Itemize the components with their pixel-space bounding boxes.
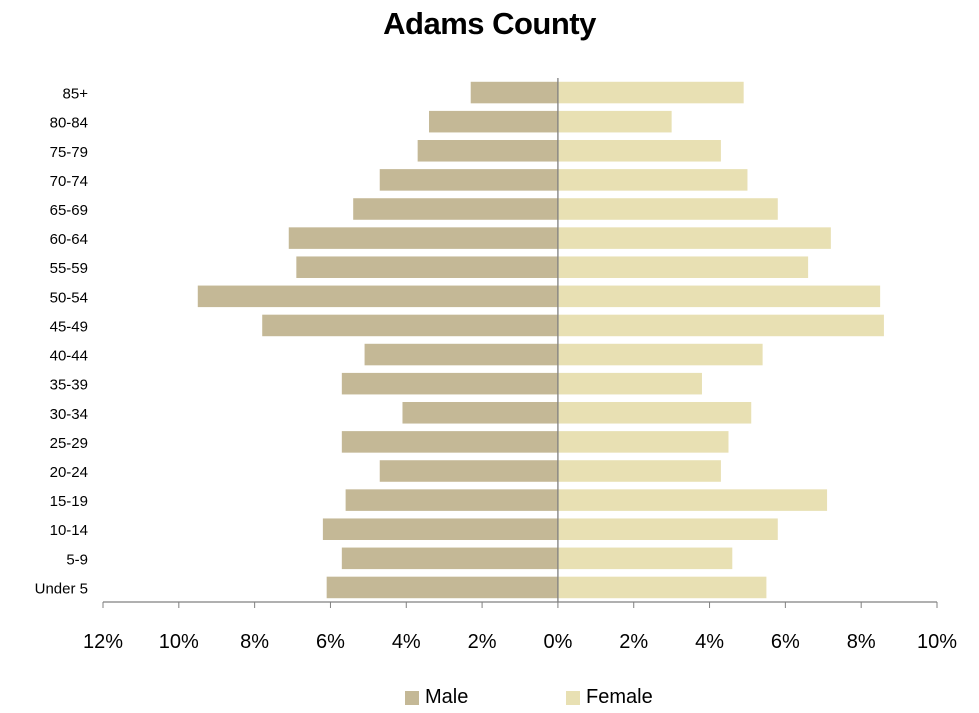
bar-female-25-29 [557, 431, 729, 453]
bar-female-20-24 [557, 460, 721, 482]
bar-female-60-64 [557, 227, 831, 249]
bar-male-20-24 [379, 460, 558, 482]
category-label: 85+ [63, 86, 89, 103]
category-label: 65-69 [50, 202, 88, 219]
legend-item-male: Male [405, 686, 468, 709]
x-tick-label: 2% [468, 631, 497, 653]
legend-label-female: Female [586, 686, 653, 708]
x-tick-label: 4% [695, 631, 724, 653]
x-tick-label: 6% [771, 631, 800, 653]
category-label: 25-29 [50, 435, 88, 452]
bar-male-55-59 [296, 256, 558, 278]
x-tick-label: 10% [917, 631, 957, 653]
x-tick-label: 8% [847, 631, 876, 653]
category-label: 45-49 [50, 318, 88, 335]
category-label: 5-9 [66, 551, 88, 568]
category-label: 60-64 [50, 231, 88, 248]
bar-female-15-19 [557, 489, 828, 511]
category-label: 70-74 [50, 173, 88, 190]
legend-swatch-female [566, 690, 580, 705]
category-label: 75-79 [50, 144, 88, 161]
bar-male-5-9 [341, 547, 558, 570]
category-label: 80-84 [50, 115, 88, 132]
bar-female-65-69 [557, 198, 778, 220]
category-label: 10-14 [50, 522, 88, 539]
category-label: 35-39 [50, 377, 88, 394]
bar-male-25-29 [341, 431, 558, 453]
legend-label-male: Male [425, 686, 469, 708]
bar-male-70-74 [379, 169, 558, 191]
category-label: 55-59 [50, 260, 88, 277]
bar-female-70-74 [557, 169, 748, 191]
x-tick-label: 10% [159, 631, 199, 653]
x-tick-label: 0% [543, 631, 572, 653]
category-label: 15-19 [50, 493, 88, 510]
x-tick-label: 8% [240, 631, 269, 653]
bar-male-15-19 [345, 489, 558, 511]
bar-female-85+ [557, 81, 744, 104]
bar-female-75-79 [557, 140, 721, 162]
legend-item-female: Female [566, 686, 653, 709]
bar-female-50-54 [557, 285, 881, 308]
legend-swatch-male [405, 690, 419, 705]
category-label: Under 5 [35, 580, 88, 597]
bar-male-under-5 [326, 576, 558, 599]
bar-female-under-5 [557, 576, 767, 599]
bar-female-35-39 [557, 372, 702, 395]
bar-female-80-84 [557, 110, 672, 133]
bar-male-10-14 [322, 518, 558, 540]
category-label: 40-44 [50, 348, 88, 365]
bar-female-30-34 [557, 402, 752, 424]
bar-male-75-79 [417, 140, 558, 162]
bar-male-35-39 [341, 372, 558, 395]
x-tick-label: 2% [619, 631, 648, 653]
bar-male-60-64 [288, 227, 558, 249]
category-label: 30-34 [50, 406, 88, 423]
x-tick-label: 4% [392, 631, 421, 653]
bar-male-30-34 [402, 402, 558, 424]
bar-male-45-49 [262, 314, 558, 337]
bar-female-10-14 [557, 518, 778, 540]
category-label: 20-24 [50, 464, 88, 481]
x-tick-label: 12% [83, 631, 123, 653]
bar-male-80-84 [429, 110, 558, 133]
category-label: 50-54 [50, 289, 88, 306]
bar-male-85+ [470, 81, 558, 104]
chart-title: Adams County [383, 6, 596, 41]
bar-male-40-44 [364, 343, 558, 366]
bar-female-45-49 [557, 314, 884, 337]
x-tick-label: 6% [316, 631, 345, 653]
bar-female-5-9 [557, 547, 733, 570]
legend: Male Female [0, 686, 979, 710]
bar-male-50-54 [197, 285, 558, 308]
bar-male-65-69 [353, 198, 558, 220]
bar-female-40-44 [557, 343, 763, 366]
bar-female-55-59 [557, 256, 809, 278]
